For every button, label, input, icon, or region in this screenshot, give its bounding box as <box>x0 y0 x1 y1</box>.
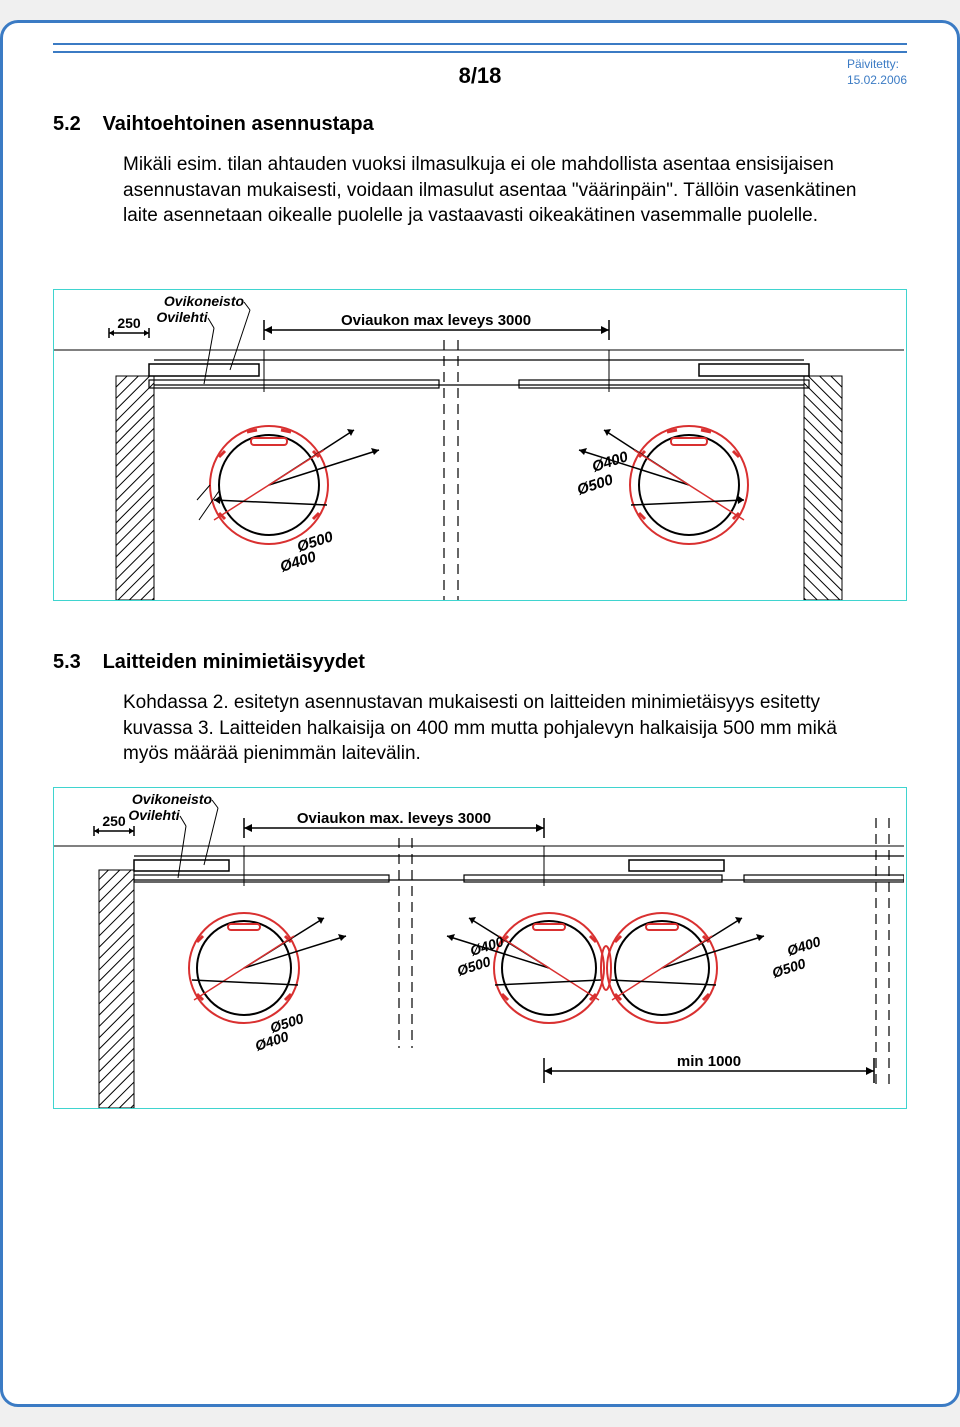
header-rule-1 <box>53 43 907 45</box>
section-5-2-title: Vaihtoehtoinen asennustapa <box>103 113 374 135</box>
svg-text:Ø500: Ø500 <box>575 471 616 499</box>
section-5-3-title: Laitteiden minimietäisyydet <box>103 651 365 673</box>
updated-date: 15.02.2006 <box>847 73 907 89</box>
svg-text:Ovilehti: Ovilehti <box>128 807 180 823</box>
diagram-1: Ovikoneisto Ovilehti 250 Oviaukon max le… <box>53 289 907 601</box>
section-5-3-number: 5.3 <box>53 651 97 674</box>
section-5-2-number: 5.2 <box>53 113 97 136</box>
svg-text:Ø400: Ø400 <box>590 448 631 476</box>
diagram-2: Ovikoneisto Ovilehti 250 Oviaukon max. l… <box>53 787 907 1109</box>
svg-text:250: 250 <box>102 813 126 829</box>
updated-label: Päivitetty: <box>847 57 907 73</box>
svg-text:Ø500: Ø500 <box>770 955 808 981</box>
svg-text:Ø500: Ø500 <box>455 953 493 979</box>
page-number: 8/18 <box>459 63 502 89</box>
section-5-3-heading: 5.3 Laitteiden minimietäisyydet <box>53 651 907 674</box>
svg-text:Oviaukon max. leveys 3000: Oviaukon max. leveys 3000 <box>297 810 491 827</box>
svg-text:min 1000: min 1000 <box>677 1053 741 1070</box>
page-header: 8/18 Päivitetty: 15.02.2006 <box>53 43 907 103</box>
svg-text:Ø400: Ø400 <box>785 933 823 959</box>
svg-text:Ovikoneisto: Ovikoneisto <box>164 293 245 309</box>
updated-block: Päivitetty: 15.02.2006 <box>847 57 907 88</box>
svg-text:Oviaukon max leveys 3000: Oviaukon max leveys 3000 <box>341 312 531 329</box>
svg-text:Ovilehti: Ovilehti <box>156 309 208 325</box>
svg-text:Ø400: Ø400 <box>278 548 319 576</box>
section-5-3-para1: Kohdassa 2. esitetyn asennustavan mukais… <box>123 690 887 767</box>
header-rule-2 <box>53 51 907 53</box>
svg-text:Ø400: Ø400 <box>253 1028 291 1054</box>
svg-text:250: 250 <box>117 315 141 331</box>
svg-text:Ovikoneisto: Ovikoneisto <box>132 791 213 807</box>
section-5-2-heading: 5.2 Vaihtoehtoinen asennustapa <box>53 113 907 136</box>
section-5-2-para1: Mikäli esim. tilan ahtauden vuoksi ilmas… <box>123 152 887 229</box>
page: 8/18 Päivitetty: 15.02.2006 5.2 Vaihtoeh… <box>0 20 960 1407</box>
